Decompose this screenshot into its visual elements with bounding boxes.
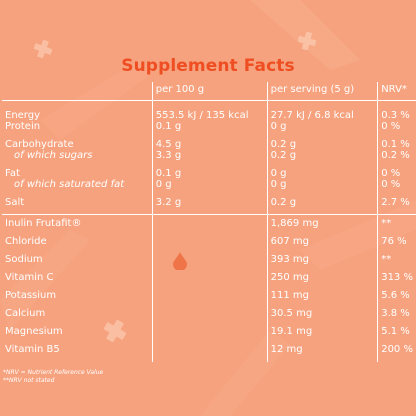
per-100g-value: 0.1 g — [152, 121, 268, 139]
table-row: Chloride 607 mg 76 % — [2, 236, 416, 254]
header-nutrient — [2, 82, 153, 101]
cross-icon — [298, 32, 316, 50]
spacer-row — [2, 208, 416, 215]
nrv-value: 0.2 % — [381, 150, 410, 161]
table-header: per 100 g per serving (5 g) NRV* — [2, 82, 416, 101]
per-serving-value: 30.5 mg — [267, 308, 379, 326]
per-serving-value: 607 mg — [267, 236, 379, 254]
per-100g-value: 3.2 g — [152, 197, 268, 208]
per-serving-value: 12 mg — [267, 344, 379, 362]
per-100g-value: 0.1 g — [152, 168, 268, 179]
per-serving-value: 1,869 mg — [267, 218, 379, 236]
nutrient-name: Potassium — [2, 290, 153, 308]
nrv-value: 2.7 % — [381, 197, 410, 208]
per-serving-value: 0 g — [267, 179, 379, 197]
table-row: Inulin Frutafit® 1,869 mg ** — [2, 218, 416, 236]
nutrient-name: Fat — [2, 168, 153, 179]
nutrient-name: Energy — [2, 110, 153, 121]
table-row: Magnesium 19.1 mg 5.1 % — [2, 326, 416, 344]
spacer-row — [2, 100, 416, 110]
table-row: Vitamin B5 12 mg 200 % — [2, 344, 416, 362]
nrv-value: 5.1 % — [381, 326, 410, 337]
per-100g-value — [152, 344, 268, 362]
table-row: Carbohydrate 4.5 g 0.2 g 0.1 % — [2, 139, 416, 150]
table-row: Salt 3.2 g 0.2 g 2.7 % — [2, 197, 416, 208]
nrv-value: 0.3 % — [381, 110, 410, 121]
nutrient-name: Vitamin C — [2, 272, 153, 290]
per-serving-value: 393 mg — [267, 254, 379, 272]
per-serving-value: 111 mg — [267, 290, 379, 308]
footnotes: *NRV = Nutrient Reference Value **NRV no… — [3, 369, 103, 385]
per-serving-value: 19.1 mg — [267, 326, 379, 344]
per-100g-value — [152, 326, 268, 344]
nrv-value: ** — [381, 254, 392, 265]
table-row: Potassium 111 mg 5.6 % — [2, 290, 416, 308]
footnote-nrv-not-stated: **NRV not stated — [3, 377, 55, 384]
nrv-value: 200 % — [381, 344, 413, 355]
nrv-value: 5.6 % — [381, 290, 410, 301]
per-serving-value: 27.7 kJ / 6.8 kcal — [267, 110, 379, 121]
table-row: Vitamin C 250 mg 313 % — [2, 272, 416, 290]
per-serving-value: 0 g — [267, 121, 379, 139]
per-100g-value: 553.5 kJ / 135 kcal — [152, 110, 268, 121]
nutrient-name: Chloride — [2, 236, 153, 254]
nrv-value: 0.1 % — [381, 139, 410, 150]
per-serving-value: 0 g — [267, 168, 379, 179]
per-100g-value — [152, 218, 268, 236]
table-row: Protein 0.1 g 0 g 0 % — [2, 121, 416, 139]
nutrient-name: Calcium — [2, 308, 153, 326]
nrv-value: ** — [381, 218, 392, 229]
per-serving-value: 0.2 g — [267, 139, 379, 150]
table-row: Calcium 30.5 mg 3.8 % — [2, 308, 416, 326]
per-serving-value: 0.2 g — [267, 197, 379, 208]
table-row: Fat 0.1 g 0 g 0 % — [2, 168, 416, 179]
nrv-value: 3.8 % — [381, 308, 410, 319]
nutrient-name: Inulin Frutafit® — [2, 218, 153, 236]
header-per-100g: per 100 g — [152, 82, 268, 101]
supplement-facts-table: per 100 g per serving (5 g) NRV* Energy … — [2, 82, 416, 362]
nutrient-name: Carbohydrate — [2, 139, 153, 150]
table-row: of which saturated fat 0 g 0 g 0 % — [2, 179, 416, 197]
per-100g-value: 0 g — [152, 179, 268, 197]
per-100g-value — [152, 272, 268, 290]
per-serving-value: 250 mg — [267, 272, 379, 290]
nutrient-name: Salt — [2, 197, 153, 208]
per-100g-value — [152, 236, 268, 254]
table-row: Energy 553.5 kJ / 135 kcal 27.7 kJ / 6.8… — [2, 110, 416, 121]
header-per-serving: per serving (5 g) — [267, 82, 379, 101]
nrv-value: 0 % — [381, 121, 401, 132]
per-100g-value — [152, 290, 268, 308]
per-100g-value — [152, 308, 268, 326]
nutrient-name: Vitamin B5 — [2, 344, 153, 362]
nrv-value: 0 % — [381, 168, 401, 179]
nrv-value: 313 % — [381, 272, 413, 283]
per-100g-value — [152, 254, 268, 272]
per-100g-value: 3.3 g — [152, 150, 268, 168]
spacer-row — [2, 214, 416, 218]
nutrient-name: Sodium — [2, 254, 153, 272]
per-serving-value: 0.2 g — [267, 150, 379, 168]
table-row: of which sugars 3.3 g 0.2 g 0.2 % — [2, 150, 416, 168]
table-row: Sodium 393 mg ** — [2, 254, 416, 272]
nutrient-name: of which sugars — [2, 150, 153, 168]
header-nrv: NRV* — [377, 82, 416, 101]
footnote-nrv: *NRV = Nutrient Reference Value — [3, 369, 104, 376]
nutrient-name: of which saturated fat — [2, 179, 153, 197]
nutrient-name: Magnesium — [2, 326, 153, 344]
nrv-value: 0 % — [381, 179, 401, 190]
nrv-value: 76 % — [381, 236, 407, 247]
per-100g-value: 4.5 g — [152, 139, 268, 150]
page-title: Supplement Facts — [121, 56, 295, 76]
nutrient-name: Protein — [2, 121, 153, 139]
